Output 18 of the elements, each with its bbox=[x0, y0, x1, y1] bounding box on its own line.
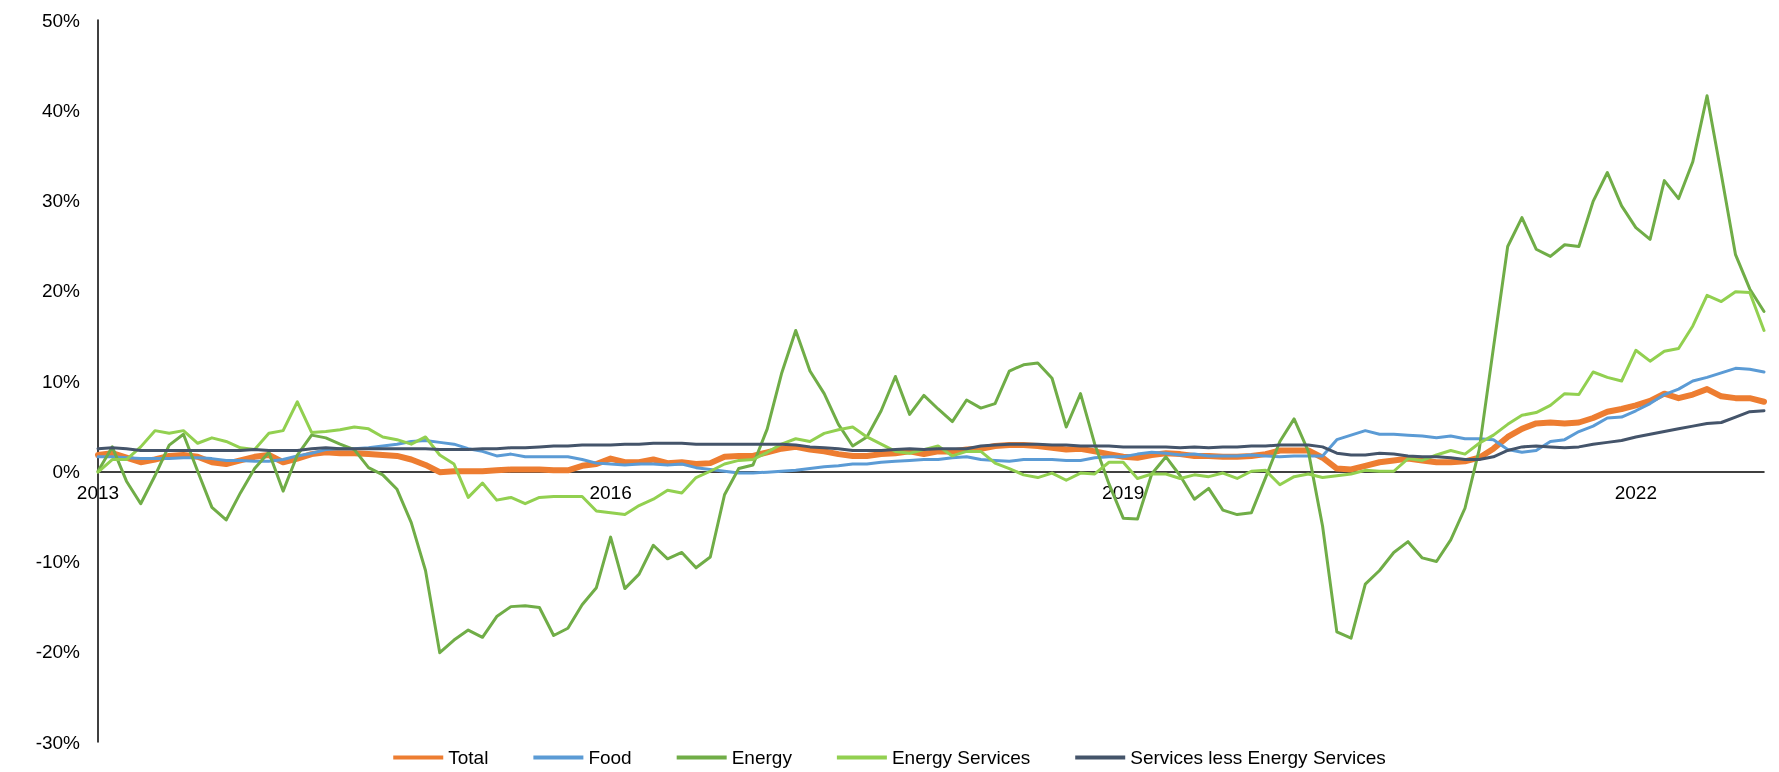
legend-label: Food bbox=[588, 747, 632, 768]
y-tick-label: 20% bbox=[41, 280, 81, 302]
x-tick-label: 2016 bbox=[589, 482, 632, 504]
y-tick-label: 10% bbox=[41, 370, 81, 392]
legend-label: Services less Energy Services bbox=[1130, 747, 1386, 768]
y-tick-label: -10% bbox=[35, 551, 81, 572]
line-series bbox=[96, 366, 1766, 475]
y-tick-label: -30% bbox=[35, 731, 81, 753]
y-tick-label: 50% bbox=[41, 9, 81, 31]
y-tick-label: 30% bbox=[41, 190, 81, 211]
y-tick-label: 40% bbox=[41, 99, 81, 121]
legend-label: Energy Services bbox=[891, 747, 1031, 768]
y-tick-label: 0% bbox=[52, 460, 81, 482]
y-tick-label: -20% bbox=[35, 641, 81, 663]
line-series bbox=[96, 409, 1766, 462]
legend-label: Energy bbox=[731, 747, 793, 768]
legend-label: Total bbox=[448, 747, 489, 768]
x-tick-label: 2022 bbox=[1614, 482, 1657, 504]
